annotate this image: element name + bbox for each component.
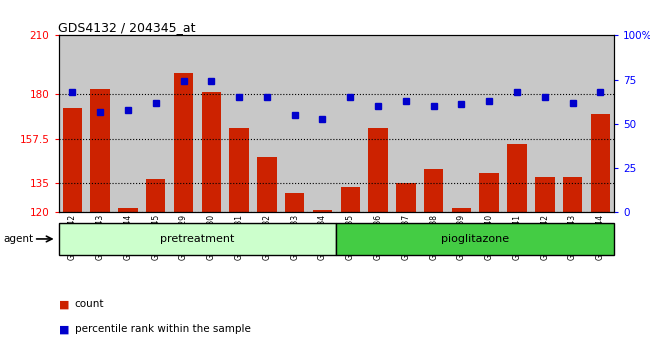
Bar (507, 144, 526, 212)
Bar (118, 209, 138, 212)
Text: agent: agent (3, 234, 33, 244)
Bar (447, 35, 475, 212)
Bar (341, 187, 360, 212)
Text: pretreatment: pretreatment (161, 234, 235, 244)
Bar (58, 223, 337, 255)
Bar (337, 35, 364, 212)
Bar (420, 35, 447, 212)
Bar (558, 35, 586, 212)
Bar (586, 35, 614, 212)
Bar (174, 73, 193, 212)
Bar (309, 35, 337, 212)
Bar (503, 35, 531, 212)
Text: percentile rank within the sample: percentile rank within the sample (75, 324, 251, 334)
Bar (170, 35, 198, 212)
Bar (86, 35, 114, 212)
Bar (531, 35, 559, 212)
Text: ■: ■ (58, 324, 69, 334)
Text: ■: ■ (58, 299, 69, 309)
Bar (396, 183, 415, 212)
Bar (281, 35, 309, 212)
Bar (364, 35, 392, 212)
Bar (202, 92, 221, 212)
Bar (535, 177, 554, 212)
Bar (392, 35, 420, 212)
Text: count: count (75, 299, 104, 309)
Bar (480, 173, 499, 212)
Bar (58, 35, 86, 212)
Bar (452, 209, 471, 212)
Bar (198, 35, 225, 212)
Bar (563, 177, 582, 212)
Bar (142, 35, 170, 212)
Bar (114, 35, 142, 212)
Bar (337, 223, 614, 255)
Text: GDS4132 / 204345_at: GDS4132 / 204345_at (58, 21, 196, 34)
Bar (226, 35, 253, 212)
Bar (424, 169, 443, 212)
Text: pioglitazone: pioglitazone (441, 234, 510, 244)
Bar (475, 35, 503, 212)
Bar (369, 128, 388, 212)
Bar (229, 128, 249, 212)
Bar (285, 193, 304, 212)
Bar (313, 210, 332, 212)
Bar (146, 179, 166, 212)
Bar (90, 88, 110, 212)
Bar (257, 157, 277, 212)
Bar (62, 108, 82, 212)
Bar (253, 35, 281, 212)
Bar (591, 114, 610, 212)
